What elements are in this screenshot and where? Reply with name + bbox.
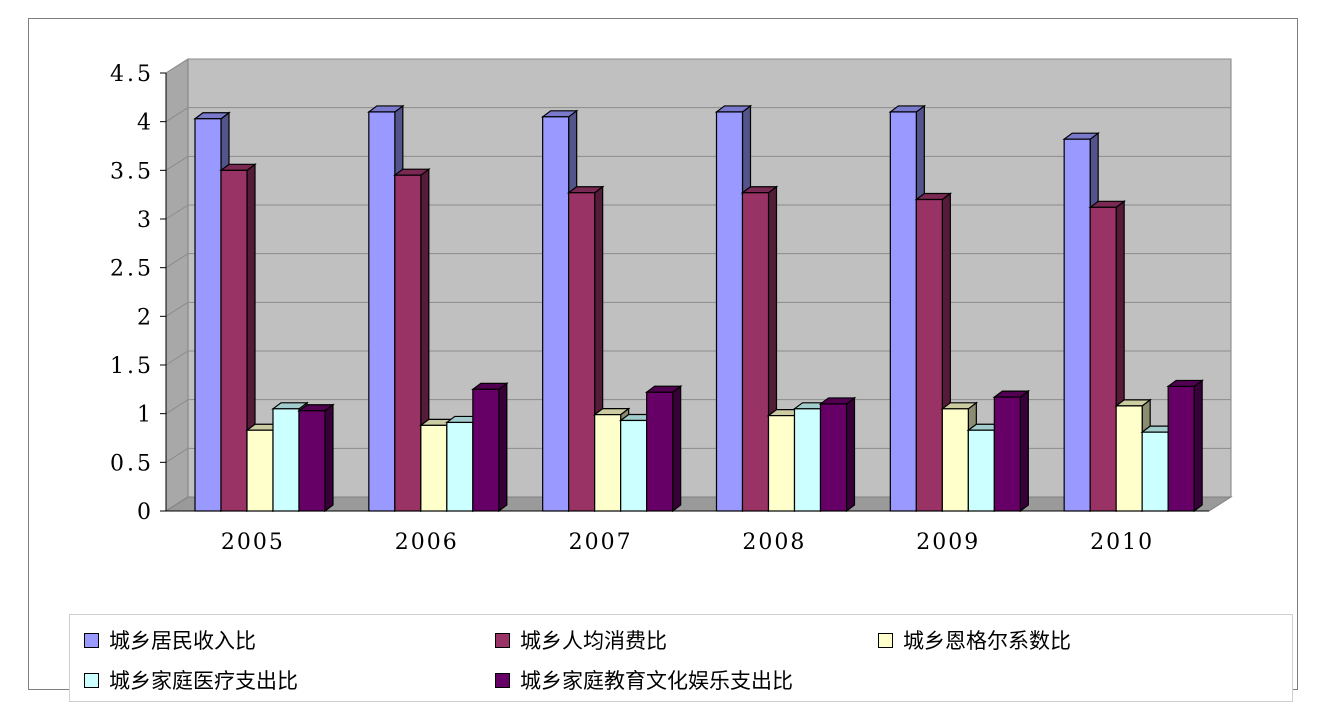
gridline-side (165, 350, 189, 366)
x-tick-label: 2007 (569, 530, 633, 555)
y-tick-label: 4.5 (110, 62, 154, 87)
bar-5 (992, 389, 1031, 513)
legend-item: 城乡人均消费比 (495, 625, 667, 655)
legend-label: 城乡家庭医疗支出比 (109, 669, 298, 693)
y-tick-label: 2.5 (110, 257, 154, 282)
y-tick-label: 3 (137, 208, 154, 233)
gridlines: 0 0.5 1 1.5 2 2.5 3 3.5 4 4.5 (110, 58, 1231, 525)
legend-item: 城乡家庭医疗支出比 (84, 665, 298, 695)
legend-item: 城乡居民收入比 (84, 625, 256, 655)
y-tick-label: 1 (137, 403, 154, 428)
gridline-side (165, 253, 189, 269)
y-tick-label: 0.5 (110, 451, 154, 476)
legend-swatch (495, 672, 510, 688)
y-tick-label: 3.5 (110, 159, 154, 184)
legend-swatch (84, 672, 99, 688)
gridline-side (165, 58, 189, 74)
gridline-side (165, 155, 189, 171)
chart-frame: 0 0.5 1 1.5 2 2.5 3 3.5 4 4.5 2005 2006 2007 2008 2009… (28, 18, 1298, 702)
legend-label: 城乡人均消费比 (520, 629, 667, 653)
x-tick-label: 2006 (395, 530, 459, 555)
y-tick-label: 4 (137, 111, 154, 136)
x-tick-label: 2005 (221, 530, 285, 555)
legend-item: 城乡家庭教育文化娱乐支出比 (495, 665, 793, 695)
bar-5 (1166, 379, 1204, 513)
gridline-side (165, 399, 189, 415)
bar-chart: 0 0.5 1 1.5 2 2.5 3 3.5 4 4.5 2005 2006 2007 2008 2009… (110, 58, 1233, 555)
legend-swatch (878, 632, 893, 648)
bar-5 (818, 396, 857, 513)
legend-item: 城乡恩格尔系数比 (878, 625, 1071, 655)
bar-2 (914, 192, 953, 513)
legend-label: 城乡家庭教育文化娱乐支出比 (520, 669, 793, 693)
y-tick-label: 1.5 (110, 354, 154, 379)
y-tick-label: 2 (137, 305, 154, 330)
x-tick-label: 2008 (742, 530, 806, 555)
bar-5 (471, 382, 509, 513)
gridline-side (165, 204, 189, 220)
legend-swatch (84, 632, 99, 648)
x-tick-label: 2010 (1090, 530, 1154, 555)
gridline-side (165, 447, 189, 463)
x-tick-label: 2009 (916, 530, 980, 555)
legend-label: 城乡恩格尔系数比 (903, 629, 1071, 653)
legend: 城乡居民收入比 城乡人均消费比 城乡恩格尔系数比 城乡家庭医疗支出比 城乡家庭教… (69, 614, 1293, 702)
gridline-side (165, 107, 189, 123)
gridline-side (165, 301, 189, 317)
bar-5 (644, 385, 683, 513)
bar-5 (297, 403, 335, 513)
plot-side-wall (165, 58, 189, 512)
legend-swatch (495, 632, 510, 648)
legend-label: 城乡居民收入比 (109, 629, 256, 653)
y-tick-label: 0 (137, 500, 154, 525)
